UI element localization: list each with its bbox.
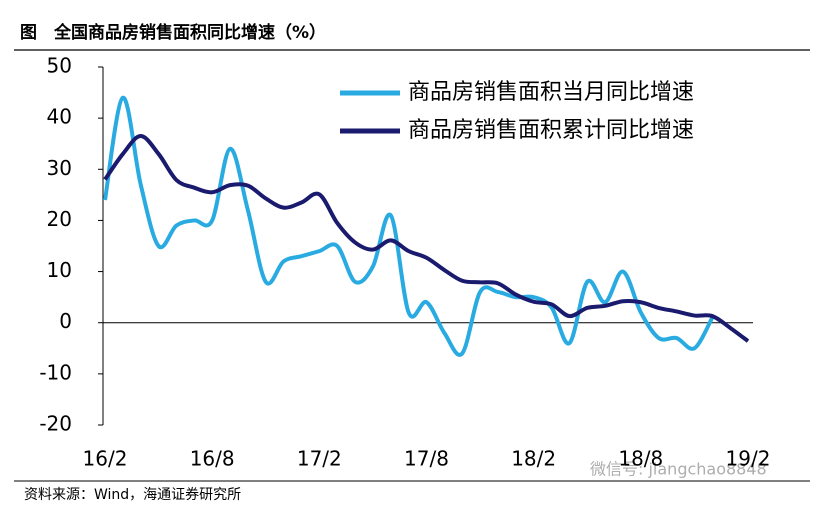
- x-tick-label: 16/2: [83, 447, 128, 471]
- legend-label: 商品房销售面积累计同比增速: [408, 118, 694, 143]
- x-tick-label: 19/2: [726, 447, 771, 471]
- y-tick-label: 40: [47, 105, 72, 129]
- series-line: [103, 95, 715, 357]
- legend-label: 商品房销售面积当月同比增速: [408, 80, 694, 105]
- x-tick-label: 17/2: [297, 447, 342, 471]
- y-tick-label: -20: [39, 412, 72, 436]
- y-tick-label: 20: [47, 207, 72, 231]
- watermark: 微信号: jiangchao8848: [590, 460, 767, 479]
- x-tick-label: 18/2: [511, 447, 556, 471]
- y-tick-label: 30: [47, 156, 72, 180]
- y-tick-label: 50: [47, 54, 72, 78]
- y-tick-label: -10: [39, 360, 72, 384]
- source: 资料来源：Wind，海通证券研究所: [24, 487, 241, 503]
- series-line: [103, 134, 750, 343]
- x-tick-label: 18/8: [618, 447, 663, 471]
- x-tick-label: 16/8: [190, 447, 235, 471]
- y-tick-label: 10: [47, 258, 72, 282]
- x-tick-label: 17/8: [404, 447, 449, 471]
- chart-title: 图 全国商品房销售面积同比增速（%）: [20, 22, 326, 43]
- y-tick-label: 0: [59, 309, 72, 333]
